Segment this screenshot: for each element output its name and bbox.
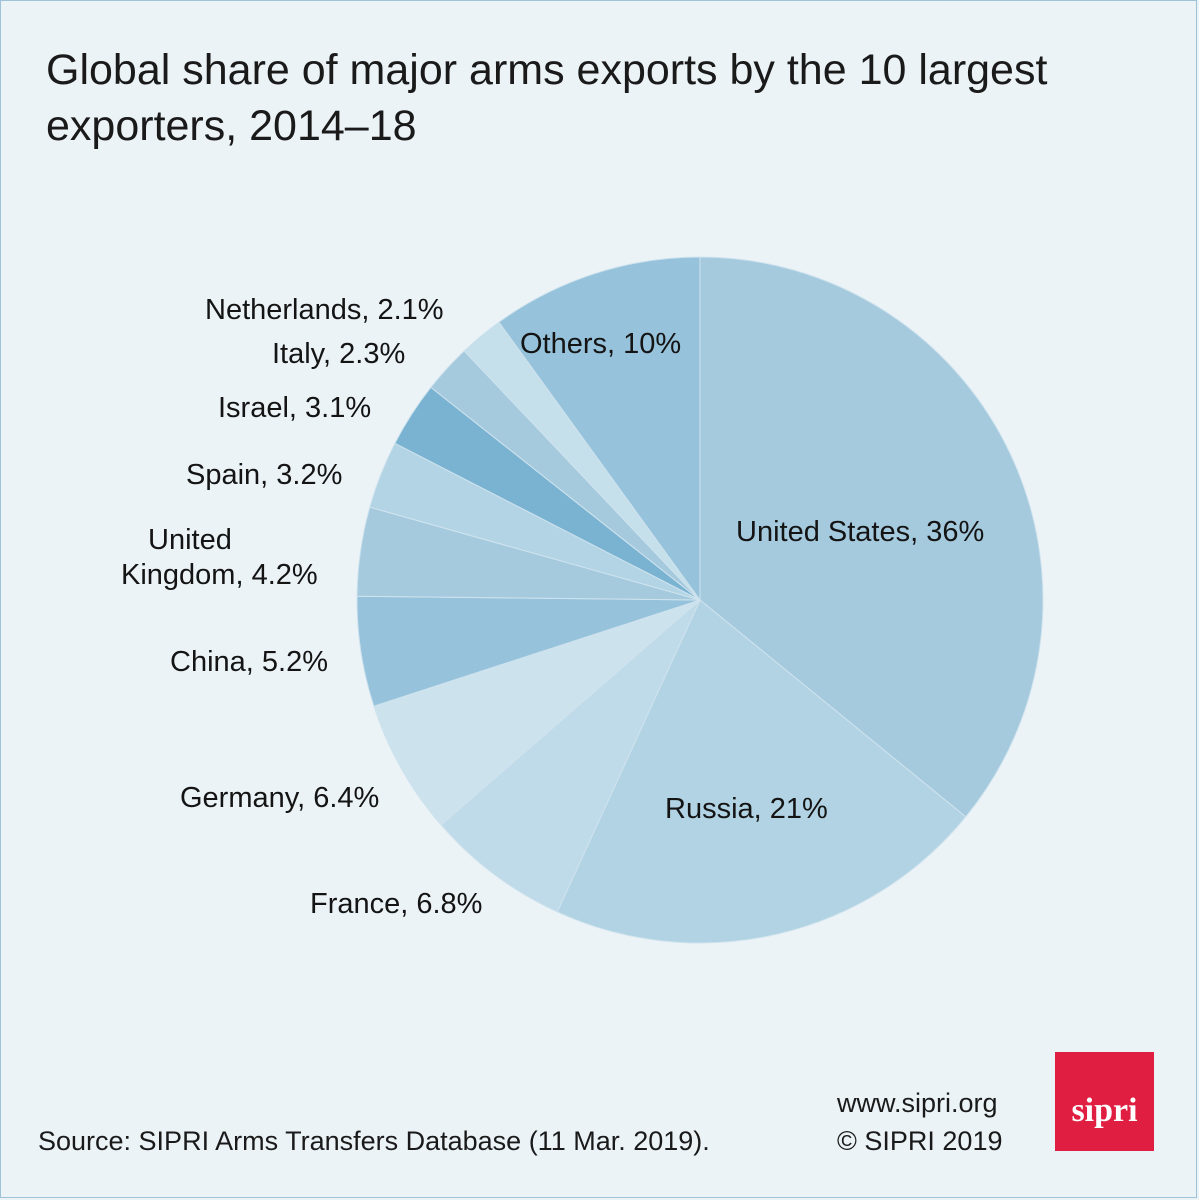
chart-title: Global share of major arms exports by th… xyxy=(46,46,1048,150)
pie-slice-france xyxy=(440,599,701,913)
slice-label-russia: Russia, 21% xyxy=(665,793,828,825)
slice-label-germany: Germany, 6.4% xyxy=(180,782,380,814)
website-link[interactable]: www.sipri.org xyxy=(837,1088,998,1118)
slice-label-united-kingdom-line2: Kingdom, 4.2% xyxy=(121,559,318,591)
pie-slice-united-states xyxy=(699,256,1044,818)
source-note: Source: SIPRI Arms Transfers Database (1… xyxy=(38,1126,710,1156)
slice-label-others: Others, 10% xyxy=(520,328,682,360)
slice-label-spain: Spain, 3.2% xyxy=(186,459,343,491)
pie-slice-others xyxy=(498,256,701,602)
slice-label-israel: Israel, 3.1% xyxy=(218,392,372,424)
slice-label-united-kingdom-line1: United xyxy=(148,524,232,556)
copyright-text: © SIPRI 2019 xyxy=(837,1126,1003,1156)
sipri-logo: sipri xyxy=(1055,1052,1154,1151)
slice-label-china: China, 5.2% xyxy=(170,646,328,678)
slice-label-france: France, 6.8% xyxy=(310,888,483,920)
slice-label-netherlands: Netherlands, 2.1% xyxy=(205,294,444,326)
pie-slices xyxy=(356,256,1044,944)
pie-slice-germany xyxy=(373,599,701,826)
slice-label-italy: Italy, 2.3% xyxy=(272,338,406,370)
pie-slice-russia xyxy=(556,599,967,944)
slice-label-united-states: United States, 36% xyxy=(736,516,985,548)
